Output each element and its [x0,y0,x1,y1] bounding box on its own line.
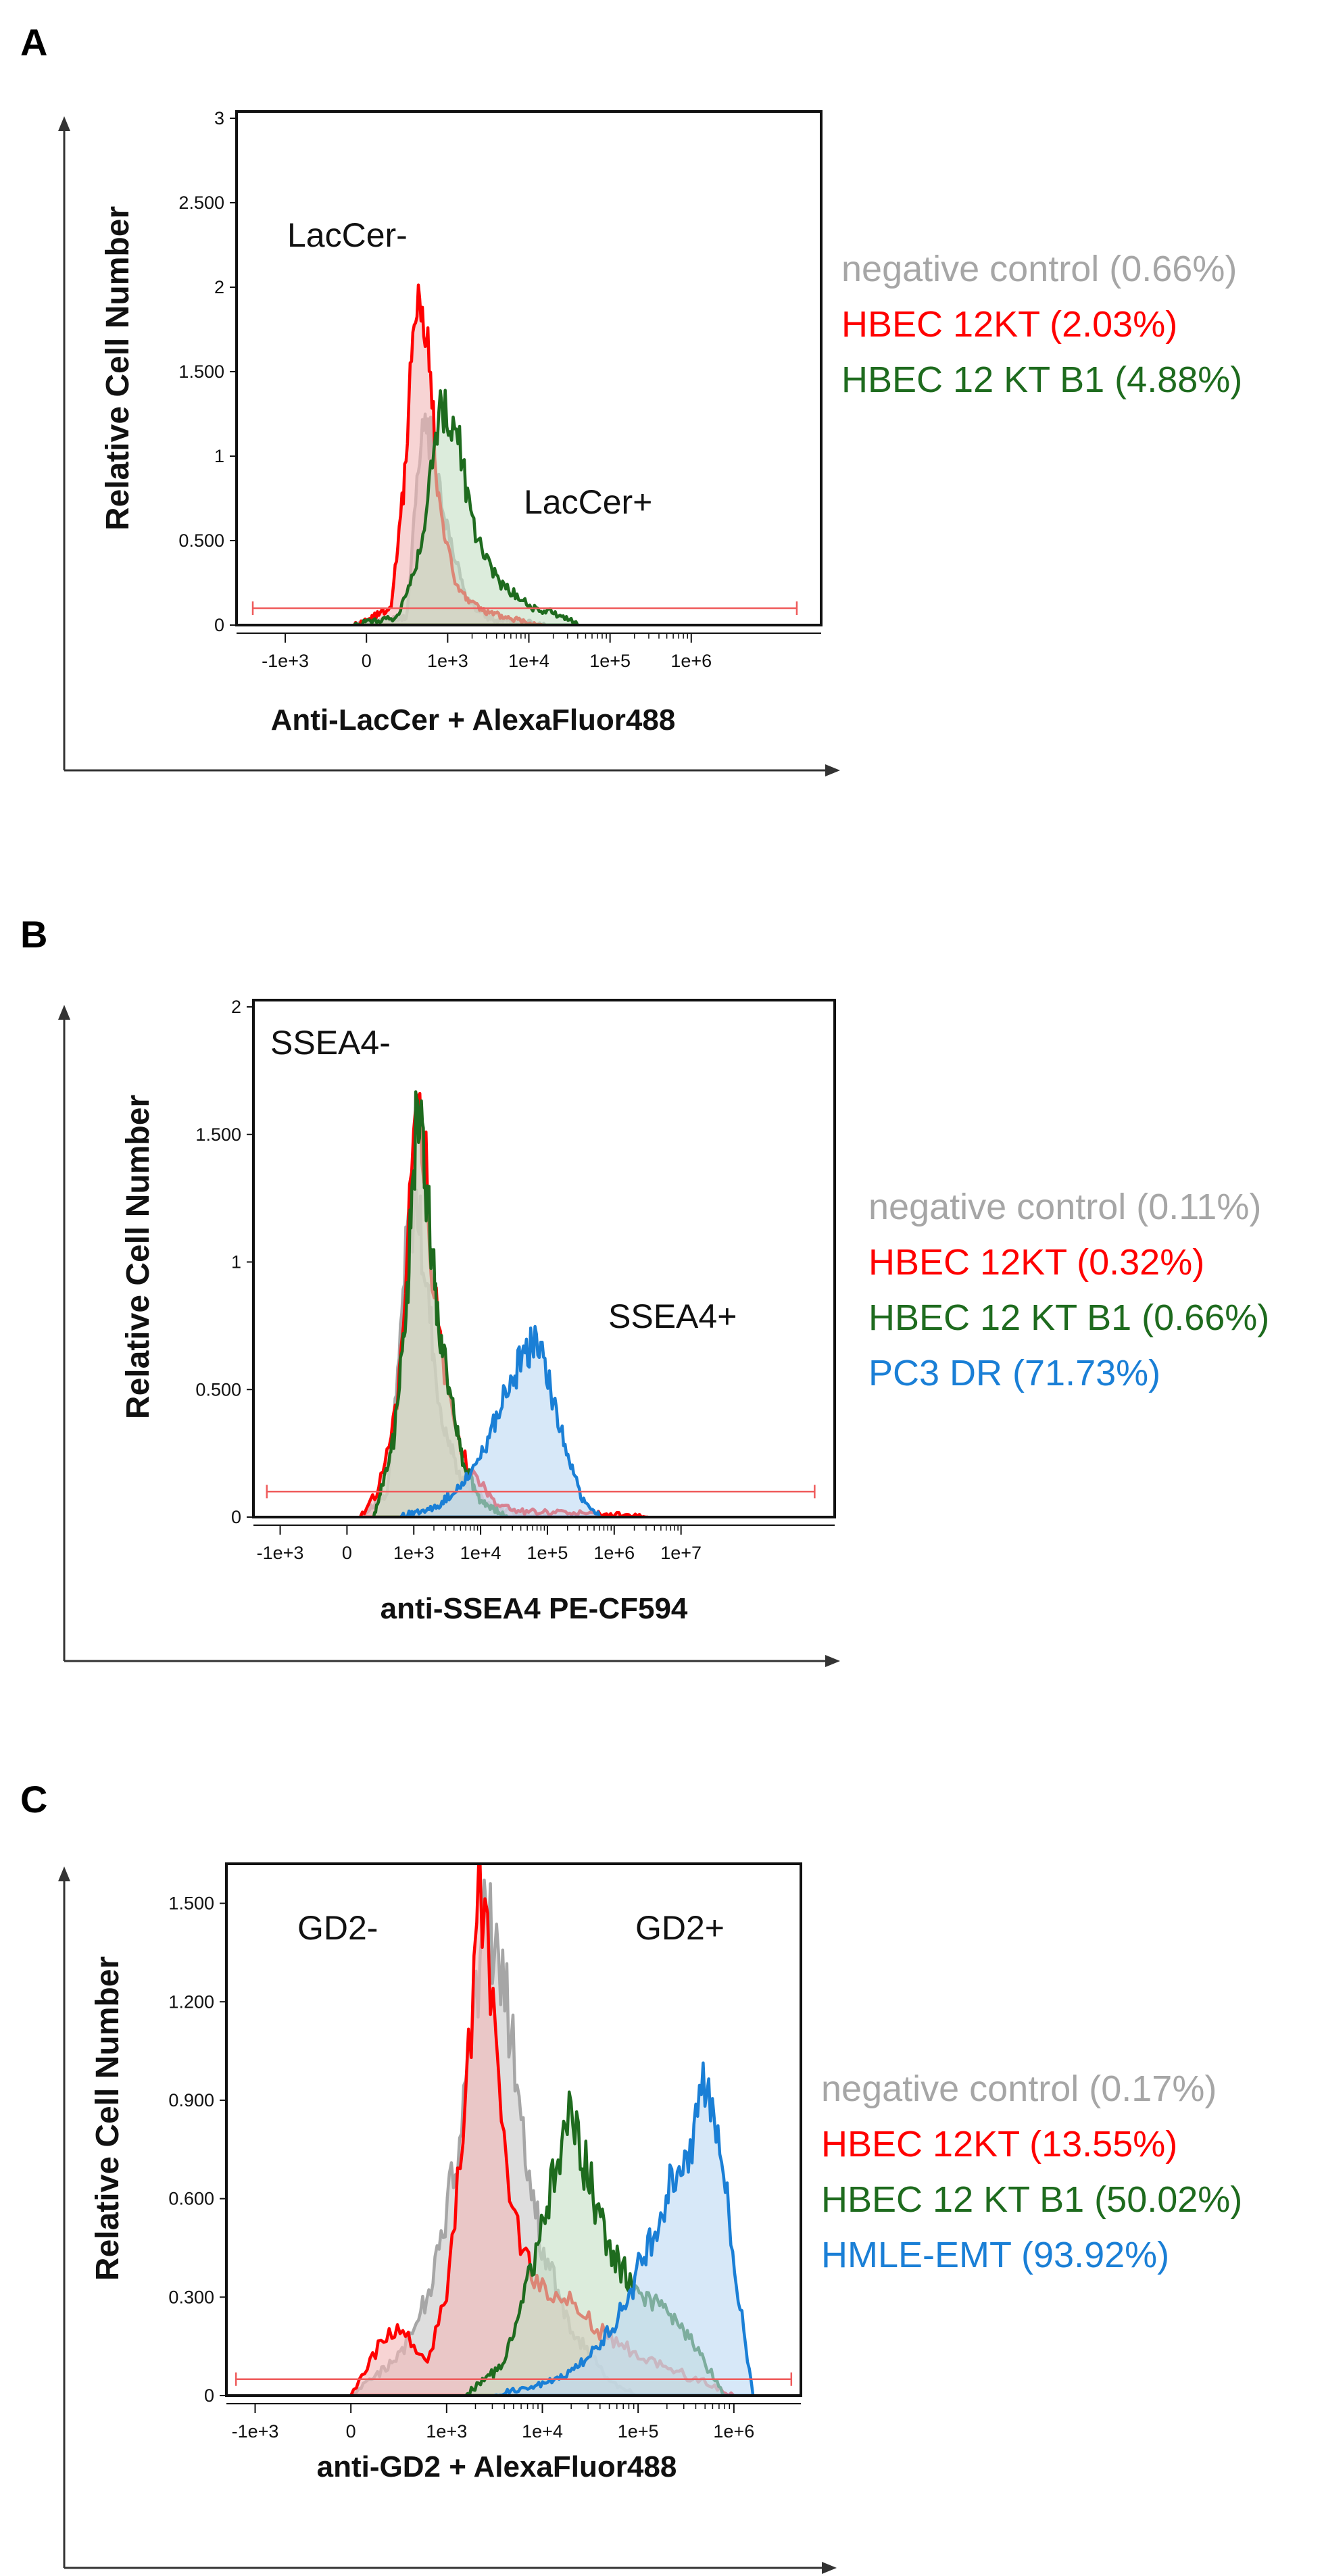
x-tick-label: 0 [362,651,372,671]
y-tick-label: 1.500 [178,362,224,382]
x-tick-label: -1e+3 [262,651,309,671]
plot-area [352,283,579,625]
y-axis-title: Relative Cell Number [120,1095,156,1419]
histogram-hmle-emt [493,2061,755,2396]
x-axis-title: Anti-LacCer + AlexaFluor488 [271,703,676,737]
y-tick-label: 1.200 [168,1991,214,2012]
y-tick-label: 2.500 [178,193,224,213]
y-tick-label: 1 [231,1252,241,1272]
panel-label-b: B [20,913,48,956]
legend-c: negative control (0.17%) HBEC 12KT (13.5… [821,2061,1242,2283]
y-axis-title: Relative Cell Number [90,1956,126,2281]
panel-label-c: C [20,1778,48,1820]
x-axis-title: anti-GD2 + AlexaFluor488 [317,2450,677,2483]
y-tick-label: 0.500 [195,1379,241,1400]
y-tick-label: 0 [214,615,224,635]
legend-item: HBEC 12KT (2.03%) [841,304,1178,345]
y-tick-label: 0.600 [168,2189,214,2209]
plot-frame [225,1862,802,2397]
y-axis-title: Relative Cell Number [100,206,136,530]
outer-x-arrow [825,764,840,776]
panel-label-a: A [20,21,48,64]
legend-item: HBEC 12 KT B1 (4.88%) [841,360,1243,400]
gate-label: LacCer+ [524,483,652,521]
y-tick-label: 0.500 [178,530,224,551]
x-tick-label: 1e+3 [426,2421,467,2442]
x-tick-label: 1e+4 [522,2421,563,2442]
x-tick-label: 1e+7 [660,1543,702,1563]
chart-panel-a: 3 2.500 2 1.500 1 0.500 0 -1e+3 0 1e+3 1e+4 1e+5 1e+… [58,108,840,776]
legend-item: HBEC 12 KT B1 (0.66%) [868,1297,1270,1338]
y-tick-label: 0 [231,1507,241,1527]
legend-item: negative control (0.11%) [868,1187,1262,1227]
x-tick-label: 1e+5 [527,1543,568,1563]
y-tick-label: 1.500 [195,1124,241,1145]
x-tick-label: 1e+3 [427,651,468,671]
legend-item: HBEC 12 KT B1 (50.02%) [821,2179,1243,2220]
outer-y-arrow [58,1005,70,1020]
x-tick-label: 1e+6 [670,651,712,671]
y-tick-label: 3 [214,108,224,128]
x-tick-label: -1e+3 [232,2421,279,2442]
gate-label: LacCer- [287,216,408,254]
legend-item: HBEC 12KT (0.32%) [868,1242,1205,1283]
histogram-pc3-dr [399,1324,603,1517]
y-tick-label: 0 [204,2385,214,2406]
x-tick-label: -1e+3 [257,1543,304,1563]
plot-frame [252,999,836,1518]
plot-area [358,1090,649,1517]
chart-panel-b: 2 1.500 1 0.500 0 -1e+3 0 1e+3 1e+4 1e+5 1e+6 1e+7 R… [58,997,840,1667]
outer-y-arrow [58,1866,70,1881]
legend-item: HBEC 12KT (13.55%) [821,2124,1178,2164]
x-tick-label: 1e+4 [508,651,549,671]
legend-item: HMLE-EMT (93.92%) [821,2235,1170,2275]
legend-item: PC3 DR (71.73%) [868,1353,1161,1393]
x-tick-label: 1e+5 [618,2421,659,2442]
x-tick-label: 1e+4 [460,1543,501,1563]
x-tick-label: 0 [342,1543,352,1563]
plot-area [349,1864,755,2396]
x-tick-label: 1e+6 [713,2421,754,2442]
plot-frame [235,110,823,626]
gate-label: GD2+ [635,1909,725,1947]
chart-panel-c: 1.500 1.200 0.900 0.600 0.300 0 -1e+3 0 1e+3 1e+4… [58,1862,837,2574]
legend-a: negative control (0.66%) HBEC 12KT (2.03… [841,241,1242,407]
x-tick-label: 0 [346,2421,356,2442]
y-tick-label: 2 [214,277,224,297]
outer-x-arrow [825,1655,840,1667]
gate-label: GD2- [297,1909,378,1947]
outer-x-arrow [822,2562,837,2574]
gate-label: SSEA4- [270,1024,391,1062]
y-tick-label: 1.500 [168,1893,214,1914]
x-tick-label: 1e+3 [393,1543,435,1563]
histogram-hbec-12-kt-b1 [352,389,579,625]
x-tick-label: 1e+6 [593,1543,635,1563]
legend-item: negative control (0.66%) [841,249,1237,289]
gate-label: SSEA4+ [608,1297,737,1335]
y-tick-label: 1 [214,446,224,466]
x-tick-label: 1e+5 [589,651,631,671]
y-tick-label: 0.900 [168,2090,214,2110]
x-axis-title: anti-SSEA4 PE-CF594 [381,1592,688,1625]
legend-item: negative control (0.17%) [821,2069,1217,2109]
y-tick-label: 2 [231,997,241,1017]
outer-y-arrow [58,116,70,131]
legend-b: negative control (0.11%) HBEC 12KT (0.32… [868,1179,1269,1401]
y-tick-label: 0.300 [168,2287,214,2307]
